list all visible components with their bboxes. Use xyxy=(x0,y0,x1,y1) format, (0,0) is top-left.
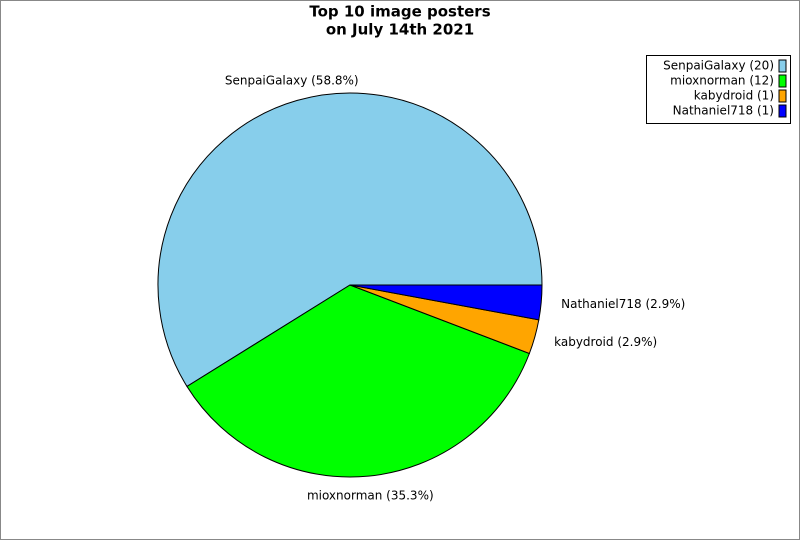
pie-slice xyxy=(349,284,543,321)
legend-swatch xyxy=(778,104,787,118)
pie-slice xyxy=(186,284,531,478)
legend-box xyxy=(646,55,791,124)
legend-label: Nathaniel718 (1) xyxy=(673,104,774,118)
legend-label: SenpaiGalaxy (20) xyxy=(663,59,774,73)
slice-label: SenpaiGalaxy (58.8%) xyxy=(225,74,359,88)
legend-swatch xyxy=(778,74,787,88)
legend-label: mioxnorman (12) xyxy=(670,74,774,88)
legend-label: kabydroid (1) xyxy=(694,89,774,103)
legend-swatch xyxy=(778,89,787,103)
chart-subtitle: on July 14th 2021 xyxy=(326,21,474,39)
slice-label: mioxnorman (35.3%) xyxy=(307,489,434,503)
slice-label: kabydroid (2.9%) xyxy=(554,335,657,349)
legend-swatch xyxy=(778,59,787,73)
pie-slice xyxy=(157,92,543,388)
chart-title: Top 10 image posters xyxy=(309,3,490,21)
slice-label: Nathaniel718 (2.9%) xyxy=(561,297,685,311)
